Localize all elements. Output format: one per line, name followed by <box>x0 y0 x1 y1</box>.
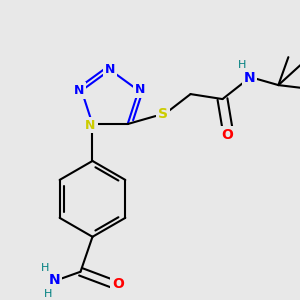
Text: O: O <box>221 128 233 142</box>
Text: H: H <box>40 263 49 273</box>
Text: N: N <box>74 84 84 97</box>
Text: N: N <box>244 71 255 85</box>
Text: N: N <box>49 273 60 287</box>
Text: O: O <box>112 277 124 291</box>
Text: N: N <box>135 83 146 96</box>
Text: H: H <box>44 289 52 299</box>
Text: N: N <box>85 118 96 131</box>
Text: N: N <box>105 63 115 76</box>
Text: H: H <box>238 60 247 70</box>
Text: S: S <box>158 107 168 121</box>
